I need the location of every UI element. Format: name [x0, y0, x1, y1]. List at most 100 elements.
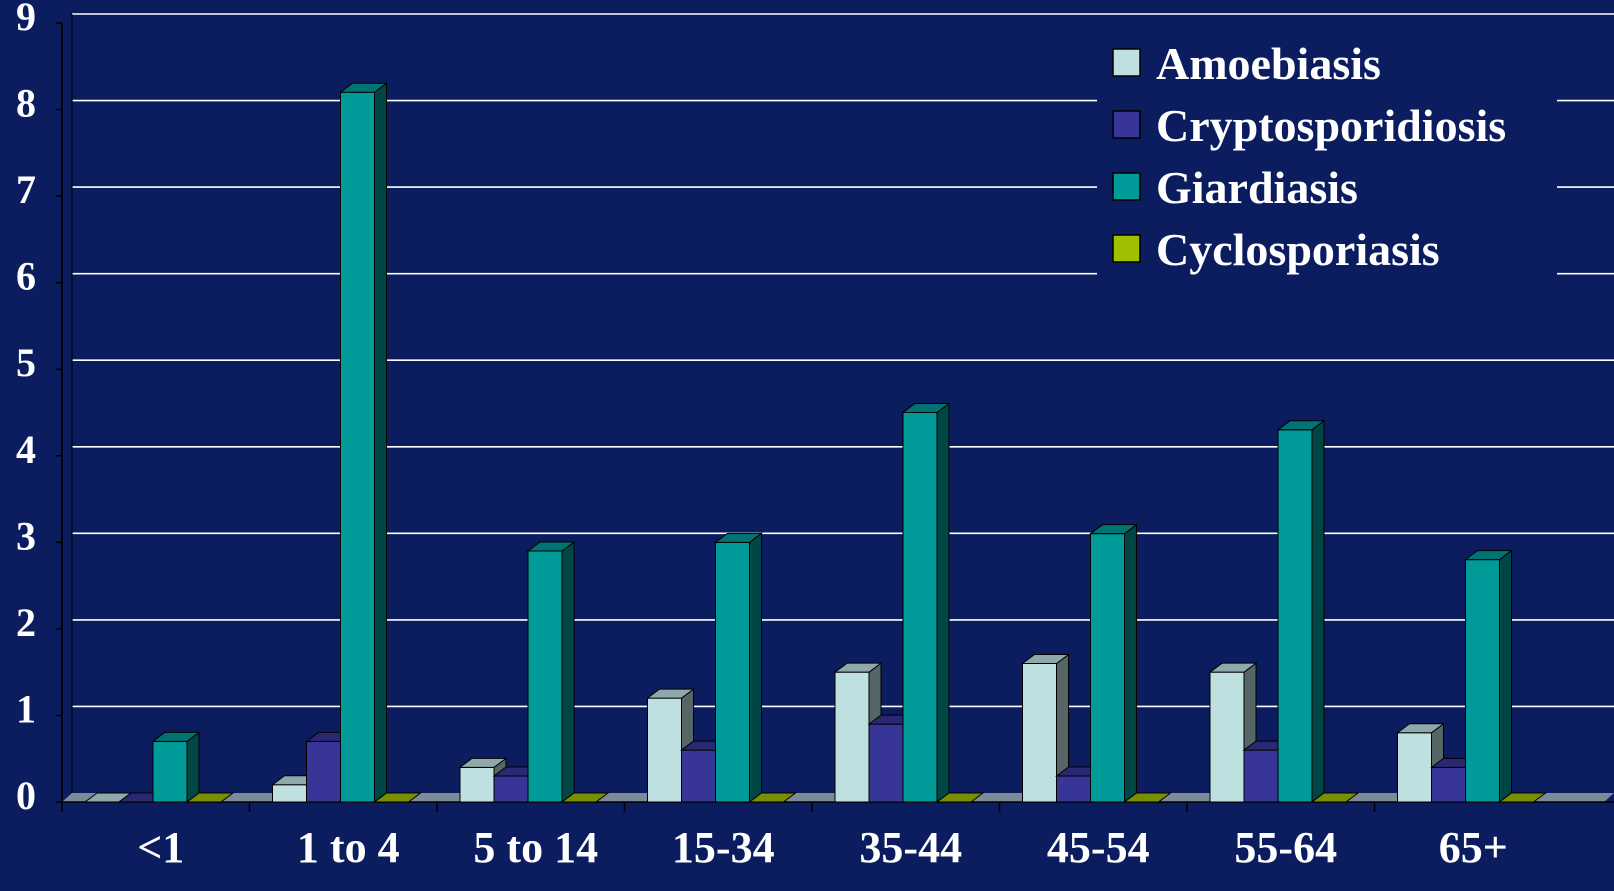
bars — [83, 82, 1547, 803]
bar-top — [1123, 792, 1172, 803]
bar-front — [527, 550, 563, 803]
bar — [339, 82, 388, 803]
bar-top — [560, 792, 610, 803]
y-tick-label: 5 — [16, 340, 36, 385]
bar-front — [493, 775, 529, 803]
bar-side — [1124, 523, 1137, 803]
x-tick-label: 55-64 — [1234, 823, 1337, 872]
bar-top — [1021, 654, 1070, 665]
x-tick-label: 1 to 4 — [297, 823, 400, 872]
bar — [1464, 549, 1513, 803]
bar-front — [459, 766, 495, 803]
bar-top — [1089, 524, 1138, 535]
x-tick-label: 35-44 — [859, 823, 962, 872]
bar-top — [339, 82, 388, 93]
bar-top — [1208, 662, 1258, 673]
bar-side — [561, 540, 575, 803]
y-tick-label: 4 — [16, 427, 36, 472]
bar-front — [1397, 732, 1432, 803]
bar-top — [1310, 792, 1360, 803]
bar-front — [340, 91, 375, 803]
bar-side — [936, 402, 950, 803]
bar-front — [1022, 663, 1057, 803]
bar-top — [748, 792, 797, 803]
legend-swatch — [1112, 110, 1141, 139]
bar-top — [526, 541, 576, 552]
bar-top — [935, 792, 985, 803]
bar-front — [681, 749, 716, 803]
bar-front — [715, 541, 750, 803]
legend: Amoebiasis Cryptosporidiosis Giardiasis Cyc… — [1112, 38, 1506, 275]
bar-front — [1243, 749, 1279, 803]
legend-label: Cyclosporiasis — [1156, 224, 1440, 275]
bar-front — [647, 697, 682, 803]
bar — [1021, 653, 1070, 803]
bar-top — [1464, 550, 1513, 561]
bar — [1276, 419, 1326, 803]
bar-front — [1277, 429, 1313, 803]
bar — [151, 731, 201, 803]
bar-front — [1465, 559, 1500, 803]
bar-front — [1056, 775, 1091, 803]
bar — [1498, 792, 1547, 803]
bar-side — [374, 82, 387, 803]
bar-top — [1498, 792, 1547, 803]
y-tick-label: 7 — [16, 167, 36, 212]
bar — [1089, 523, 1138, 803]
bar-front — [1431, 766, 1466, 803]
bar-top — [901, 403, 951, 413]
bar-front — [306, 740, 341, 803]
y-tick-label: 1 — [16, 686, 36, 731]
bar — [560, 792, 610, 803]
y-tick-label: 6 — [16, 254, 36, 299]
bar-side — [186, 731, 200, 803]
bar-top — [185, 792, 235, 803]
legend-label: Cryptosporidiosis — [1156, 100, 1506, 151]
bar-side — [1311, 419, 1325, 803]
y-tick-label: 0 — [16, 773, 36, 818]
x-tick-label: 65+ — [1439, 823, 1508, 872]
bar — [185, 792, 235, 803]
bar-top — [833, 662, 883, 673]
bar-top — [714, 532, 763, 543]
bar-side — [749, 532, 762, 803]
axes: 0 1 2 3 4 5 6 7 8 9 <1 1 to 4 5 to 14 15-34 35-44 45-54… — [16, 0, 1614, 872]
bar — [935, 792, 985, 803]
bar-front — [868, 723, 904, 803]
x-tick-label: 45-54 — [1047, 823, 1150, 872]
bar-top — [458, 757, 508, 768]
bar-front — [152, 740, 188, 803]
legend-label: Giardiasis — [1156, 162, 1358, 213]
legend-label: Amoebiasis — [1156, 38, 1381, 89]
bar-side — [1499, 549, 1512, 803]
x-tick-label: <1 — [137, 823, 184, 872]
bar-top — [373, 792, 422, 803]
bar — [901, 402, 951, 803]
y-tick-label: 9 — [16, 0, 36, 39]
bar-front — [272, 784, 307, 803]
bar — [1208, 662, 1258, 803]
bar-top — [1396, 723, 1445, 734]
bar — [748, 792, 797, 803]
x-tick-label: 15-34 — [672, 823, 775, 872]
x-tick-label: 5 to 14 — [473, 823, 598, 872]
bar-front — [1090, 533, 1125, 803]
legend-swatch — [1112, 48, 1141, 77]
gridlines — [72, 13, 1614, 708]
bar-top — [1276, 420, 1326, 431]
bar-front — [902, 412, 938, 803]
bar-front — [1209, 671, 1245, 803]
legend-swatch — [1112, 234, 1141, 263]
y-tick-label: 8 — [16, 81, 36, 126]
bar — [1123, 792, 1172, 803]
bar — [526, 540, 576, 803]
bar — [1310, 792, 1360, 803]
legend-swatch — [1112, 172, 1141, 201]
bar-top — [646, 688, 695, 699]
bar-front — [834, 671, 870, 803]
y-tick-label: 3 — [16, 513, 36, 558]
bar-top — [151, 731, 201, 742]
bar — [373, 792, 422, 803]
